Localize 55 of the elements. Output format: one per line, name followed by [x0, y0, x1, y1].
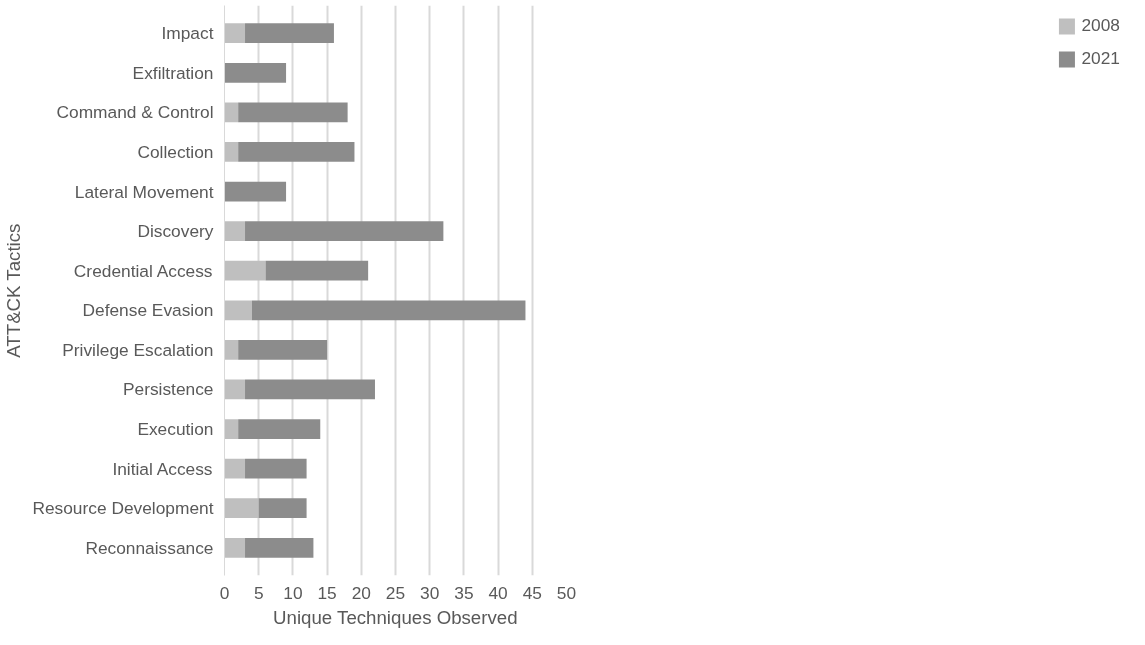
y-tick-label: Command & Control: [56, 102, 214, 123]
x-tick-label: 30: [420, 582, 440, 603]
bar: [224, 379, 246, 400]
x-tick-label: 0: [219, 582, 230, 603]
x-tick-label: 25: [385, 582, 406, 603]
bar: [245, 379, 375, 400]
y-tick-label: Reconnaissance: [85, 537, 214, 558]
bar: [224, 498, 259, 519]
x-tick-label: 50: [556, 582, 577, 603]
bar: [224, 260, 266, 281]
bar: [224, 537, 246, 558]
bar: [245, 458, 307, 479]
x-tick-label: 5: [253, 582, 264, 603]
bar: [224, 221, 246, 242]
y-tick-label: Initial Access: [112, 458, 213, 479]
x-tick-label: 10: [283, 582, 303, 603]
bar: [238, 102, 348, 123]
y-tick-label: Collection: [137, 141, 214, 162]
bar: [224, 300, 252, 321]
bar: [258, 498, 307, 519]
bar: [224, 142, 239, 162]
bar: [224, 62, 287, 83]
y-tick-label: Persistence: [122, 379, 214, 400]
bar: [224, 102, 239, 123]
legend-label: 2008: [1081, 15, 1120, 36]
x-tick-label: 15: [317, 582, 337, 603]
y-tick-label: Execution: [137, 419, 214, 440]
y-tick-label: Lateral Movement: [74, 181, 214, 202]
bar: [224, 23, 246, 44]
bar: [251, 300, 526, 321]
y-tick-label: Credential Access: [73, 260, 213, 281]
x-tick-label: 20: [351, 582, 371, 603]
bar: [245, 23, 334, 44]
bar: [238, 419, 321, 439]
x-tick-label: 35: [454, 582, 474, 603]
bar: [224, 419, 239, 439]
y-tick-label: Discovery: [137, 221, 214, 242]
bar: [245, 221, 444, 242]
y-tick-label: Privilege Escalation: [62, 339, 214, 360]
x-tick-label: 45: [522, 582, 542, 603]
bar: [265, 260, 369, 281]
bar: [238, 142, 355, 162]
bar: [245, 537, 314, 558]
y-axis-title: ATT&CK Tactics: [3, 223, 25, 358]
y-tick-label: Resource Development: [32, 498, 214, 519]
bar: [238, 339, 328, 360]
y-tick-label: Impact: [161, 23, 214, 44]
bar: [224, 458, 246, 479]
bar: [224, 181, 287, 202]
legend-label: 2021: [1081, 48, 1120, 69]
x-axis-title: Unique Techniques Observed: [273, 606, 518, 628]
x-tick-label: 40: [488, 582, 508, 603]
y-tick-label: Exfiltration: [132, 62, 214, 83]
y-tick-label: Defense Evasion: [82, 300, 214, 321]
bar: [224, 339, 239, 360]
